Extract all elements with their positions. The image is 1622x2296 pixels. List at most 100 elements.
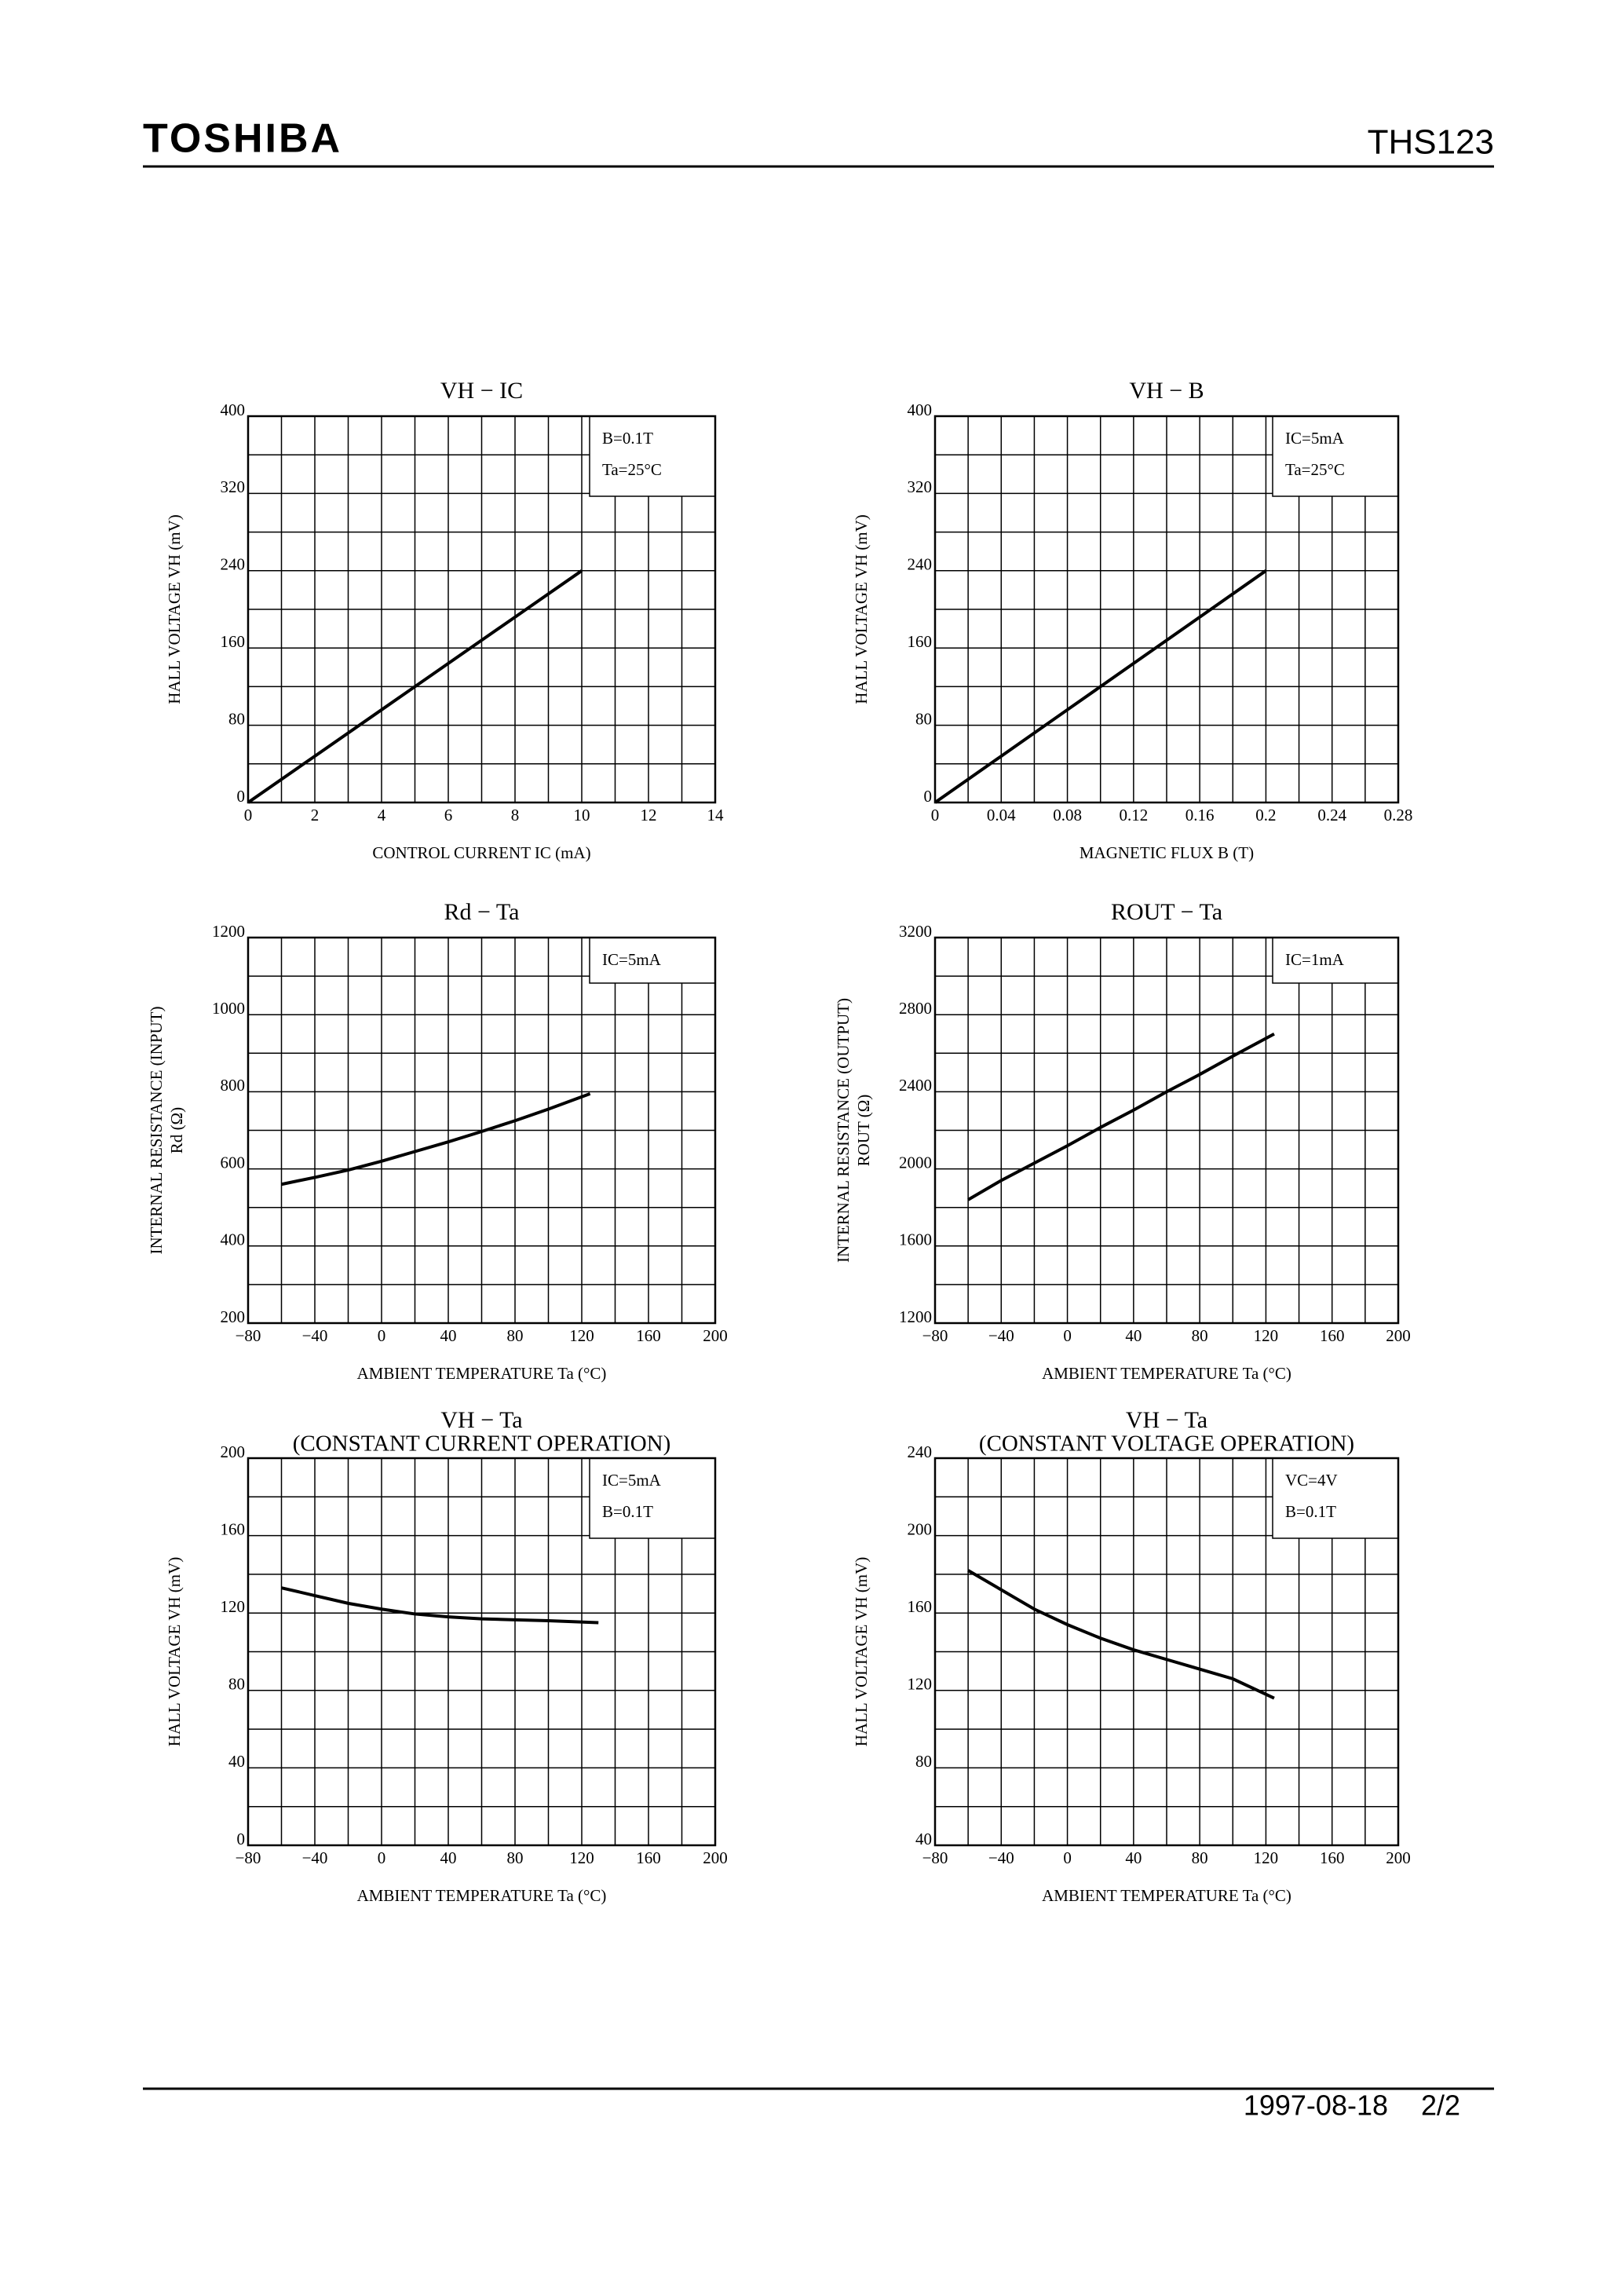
x-tick-label: 0 <box>931 806 940 824</box>
x-tick-label: 120 <box>569 1848 594 1867</box>
chart-title: VH − Ta <box>440 1407 522 1433</box>
y-tick-label: 320 <box>908 477 933 496</box>
data-line <box>967 1032 1275 1201</box>
chart-title: VH − B <box>1129 378 1204 404</box>
x-tick-label: 200 <box>1386 1848 1411 1867</box>
y-tick-label: 800 <box>221 1076 246 1095</box>
y-tick-label: 1000 <box>212 999 245 1018</box>
x-tick-label: 120 <box>1254 1326 1279 1345</box>
x-tick-label: −80 <box>922 1326 948 1345</box>
x-tick-label: 80 <box>1192 1848 1208 1867</box>
annotation: VC=4V <box>1285 1471 1338 1490</box>
annotation: Ta=25°C <box>1285 460 1345 479</box>
x-tick-label: 0.12 <box>1119 806 1148 824</box>
annotation: B=0.1T <box>602 1502 653 1521</box>
annotation-box <box>589 1457 716 1539</box>
x-tick-label: 2 <box>311 806 320 824</box>
y-tick-label: 1600 <box>899 1230 932 1249</box>
y-tick-label: 80 <box>915 709 932 728</box>
y-axis-label: INTERNAL RESISTANCE (INPUT) <box>147 1006 166 1254</box>
x-axis-label: AMBIENT TEMPERATURE Ta (°C) <box>1042 1364 1291 1383</box>
y-tick-label: 0 <box>237 787 246 806</box>
x-tick-label: 0 <box>378 1848 386 1867</box>
x-axis-label: AMBIENT TEMPERATURE Ta (°C) <box>1042 1886 1291 1905</box>
y-tick-label: 240 <box>221 555 246 574</box>
x-tick-label: 160 <box>1320 1326 1345 1345</box>
x-tick-label: −80 <box>236 1848 261 1867</box>
footer-page: 2/2 <box>1421 2089 1460 2122</box>
y-tick-label: 400 <box>221 400 246 419</box>
x-tick-label: −40 <box>988 1848 1014 1867</box>
x-tick-label: −80 <box>236 1326 261 1345</box>
data-line <box>281 1091 591 1186</box>
annotation-box <box>589 937 716 984</box>
annotation: Ta=25°C <box>602 460 662 479</box>
annotation-box <box>1272 937 1399 984</box>
x-tick-label: −40 <box>302 1326 328 1345</box>
x-axis-label: CONTROL CURRENT IC (mA) <box>372 843 590 862</box>
y-tick-label: 400 <box>908 400 933 419</box>
x-tick-label: 0.08 <box>1053 806 1082 824</box>
y-axis-label: Rd (Ω) <box>167 1107 186 1153</box>
plot-frame <box>247 415 717 804</box>
y-tick-label: 200 <box>221 1307 246 1326</box>
annotation: IC=5mA <box>1285 429 1345 448</box>
x-tick-label: 6 <box>444 806 453 824</box>
chart-subtitle: (CONSTANT CURRENT OPERATION) <box>293 1431 671 1457</box>
y-tick-label: 1200 <box>212 922 245 941</box>
chart-subtitle: (CONSTANT VOLTAGE OPERATION) <box>979 1431 1354 1457</box>
y-tick-label: 80 <box>228 709 245 728</box>
y-tick-label: 2000 <box>899 1153 932 1172</box>
x-tick-label: 200 <box>703 1848 728 1867</box>
x-tick-label: 0 <box>1063 1326 1072 1345</box>
x-tick-label: 80 <box>1192 1326 1208 1345</box>
x-tick-label: 0.16 <box>1185 806 1215 824</box>
chart-title: VH − Ta <box>1126 1407 1207 1433</box>
x-tick-label: −40 <box>302 1848 328 1867</box>
plot-frame <box>247 936 717 1325</box>
data-line <box>967 1569 1275 1700</box>
x-tick-label: 40 <box>440 1326 457 1345</box>
annotation: IC=5mA <box>602 1471 662 1490</box>
x-tick-label: 0.24 <box>1317 806 1346 824</box>
annotation: B=0.1T <box>1285 1502 1336 1521</box>
y-tick-label: 600 <box>221 1153 246 1172</box>
y-tick-label: 320 <box>221 477 246 496</box>
x-tick-label: 160 <box>636 1848 661 1867</box>
annotation-box <box>589 415 716 497</box>
x-tick-label: 200 <box>1386 1326 1411 1345</box>
annotation: IC=1mA <box>1285 950 1345 969</box>
chart-title: Rd − Ta <box>444 899 520 925</box>
y-tick-label: 240 <box>908 1442 933 1461</box>
brand: TOSHIBA <box>143 116 342 162</box>
x-tick-label: 120 <box>1254 1848 1279 1867</box>
x-axis-label: AMBIENT TEMPERATURE Ta (°C) <box>357 1886 607 1905</box>
y-tick-label: 40 <box>915 1830 932 1848</box>
plot-frame <box>933 936 1400 1325</box>
x-tick-label: 10 <box>574 806 590 824</box>
annotation: IC=5mA <box>602 950 662 969</box>
y-tick-label: 0 <box>924 787 933 806</box>
x-tick-label: 0.28 <box>1384 806 1413 824</box>
x-tick-label: 40 <box>1125 1848 1142 1867</box>
y-tick-label: 40 <box>228 1752 245 1771</box>
plot-frame <box>933 1457 1400 1847</box>
annotation: B=0.1T <box>602 429 653 448</box>
part-number: THS123 <box>1368 123 1494 162</box>
x-tick-label: 8 <box>511 806 520 824</box>
y-tick-label: 0 <box>237 1830 246 1848</box>
x-tick-label: 80 <box>507 1326 524 1345</box>
y-tick-label: 160 <box>908 1597 933 1616</box>
x-tick-label: 160 <box>636 1326 661 1345</box>
x-tick-label: 160 <box>1320 1848 1345 1867</box>
y-tick-label: 200 <box>221 1442 246 1461</box>
y-tick-label: 2800 <box>899 999 932 1018</box>
x-tick-label: 40 <box>1125 1326 1142 1345</box>
y-tick-label: 400 <box>221 1230 246 1249</box>
x-axis-label: MAGNETIC FLUX B (T) <box>1080 843 1254 862</box>
y-tick-label: 2400 <box>899 1076 932 1095</box>
y-tick-label: 80 <box>915 1752 932 1771</box>
x-tick-label: 120 <box>569 1326 594 1345</box>
